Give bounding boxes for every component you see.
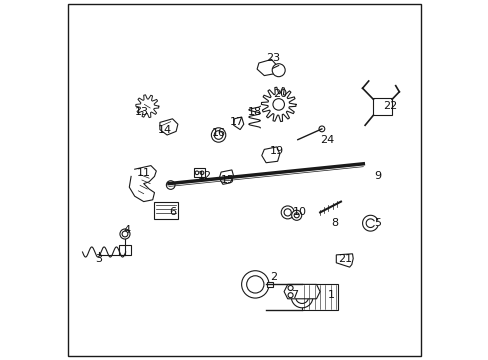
Circle shape <box>295 291 308 303</box>
Circle shape <box>214 131 223 139</box>
Text: 6: 6 <box>169 207 176 217</box>
Circle shape <box>200 171 203 175</box>
Text: 13: 13 <box>135 107 148 117</box>
Text: 5: 5 <box>373 218 381 228</box>
Circle shape <box>246 276 264 293</box>
Text: 17: 17 <box>230 117 244 127</box>
Bar <box>373 98 391 115</box>
Polygon shape <box>336 254 352 267</box>
Text: 4: 4 <box>123 225 131 235</box>
Bar <box>194 168 204 177</box>
Text: 12: 12 <box>198 171 211 181</box>
Text: 16: 16 <box>212 128 226 138</box>
Polygon shape <box>302 284 337 310</box>
Text: 11: 11 <box>137 168 150 178</box>
Text: 1: 1 <box>327 290 334 300</box>
Circle shape <box>211 128 225 142</box>
Circle shape <box>287 293 292 298</box>
Circle shape <box>287 285 292 291</box>
Polygon shape <box>233 117 244 130</box>
Text: 23: 23 <box>265 53 280 63</box>
Circle shape <box>122 231 127 237</box>
Text: 7: 7 <box>291 290 298 300</box>
Text: 19: 19 <box>269 146 284 156</box>
Circle shape <box>166 181 175 189</box>
Text: 20: 20 <box>273 89 287 99</box>
Circle shape <box>291 286 312 308</box>
Bar <box>119 245 130 255</box>
Text: 9: 9 <box>373 171 381 181</box>
Text: 18: 18 <box>248 107 262 117</box>
Circle shape <box>241 271 268 298</box>
Text: 2: 2 <box>269 272 276 282</box>
Text: 21: 21 <box>338 254 352 264</box>
Circle shape <box>291 210 301 220</box>
Polygon shape <box>284 284 320 299</box>
Bar <box>153 202 178 219</box>
Circle shape <box>120 229 130 239</box>
Circle shape <box>281 206 294 219</box>
Text: 8: 8 <box>330 218 337 228</box>
Text: 10: 10 <box>293 207 306 217</box>
Polygon shape <box>257 59 276 76</box>
Circle shape <box>272 64 285 77</box>
Polygon shape <box>219 170 233 184</box>
Polygon shape <box>160 119 178 135</box>
Text: 24: 24 <box>320 135 334 145</box>
Text: 15: 15 <box>221 175 235 185</box>
Text: 22: 22 <box>383 101 397 111</box>
Polygon shape <box>261 147 279 163</box>
Text: 3: 3 <box>95 254 102 264</box>
Circle shape <box>195 171 199 175</box>
Polygon shape <box>266 282 273 287</box>
Circle shape <box>272 99 284 110</box>
Text: 14: 14 <box>158 125 172 135</box>
Circle shape <box>294 213 299 218</box>
Circle shape <box>284 209 291 216</box>
Circle shape <box>318 126 324 132</box>
